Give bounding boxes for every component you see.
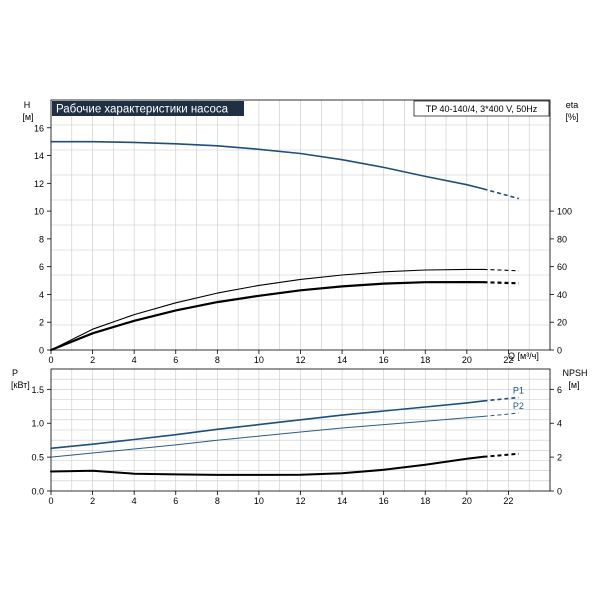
y2-tick-label: 2 bbox=[557, 453, 562, 463]
y2-tick-label: 0 bbox=[557, 346, 562, 356]
y-tick-label: 1.5 bbox=[31, 385, 44, 395]
eta-axis-label: eta bbox=[566, 100, 579, 110]
y2-tick-label: 20 bbox=[557, 318, 567, 328]
head-efficiency-panel: 0 2 4 6 8 10 12 14 16 18 20 22 0 2 4 6 8 10 12 14 16 0 20 40 60 8… bbox=[22, 99, 579, 365]
power-npsh-panel: P1 P2 0 2 4 6 8 10 12 14 16 18 20 22 0.0 0.5 1.0 1.5 0 2 4 6… bbox=[11, 368, 588, 506]
eta-upper-curve-extension bbox=[483, 268, 519, 272]
x-tick-label: 4 bbox=[132, 496, 137, 506]
x-tick-label: 6 bbox=[173, 355, 178, 365]
x-tick-label: 22 bbox=[503, 355, 513, 365]
p2-curve bbox=[50, 415, 484, 458]
x-tick-label: 8 bbox=[215, 496, 220, 506]
y2-tick-label: 0 bbox=[557, 487, 562, 497]
x-tick-label: 0 bbox=[48, 496, 53, 506]
q-axis-label: Q [м³/ч] bbox=[508, 351, 539, 361]
x-tick-label: 10 bbox=[254, 496, 264, 506]
p-axis-label: P bbox=[12, 368, 18, 378]
x-tick-label: 18 bbox=[420, 355, 430, 365]
x-tick-label: 20 bbox=[462, 355, 472, 365]
bottom-series: P1 P2 bbox=[50, 385, 524, 476]
top-tick-labels: 0 2 4 6 8 10 12 14 16 18 20 22 0 2 4 6 8 10 12 14 16 0 20 40 60 8… bbox=[34, 123, 572, 365]
bottom-grid bbox=[51, 369, 551, 491]
npsh-axis-unit: [м] bbox=[568, 380, 579, 390]
x-tick-label: 18 bbox=[420, 496, 430, 506]
eta-curve-extension bbox=[483, 281, 519, 285]
x-tick-label: 12 bbox=[295, 355, 305, 365]
y-tick-label: 14 bbox=[34, 151, 44, 161]
top-series bbox=[49, 140, 520, 352]
chart-title: Рабочие характеристики насоса bbox=[56, 104, 229, 116]
y-tick-label: 6 bbox=[39, 262, 44, 272]
model-label: TP 40-140/4, 3*400 V, 50Hz bbox=[426, 104, 538, 114]
series-label-p1: P1 bbox=[513, 385, 524, 395]
y-tick-label: 0.0 bbox=[31, 487, 44, 497]
npsh-axis-label: NPSH bbox=[562, 368, 587, 378]
eta-upper-curve bbox=[50, 268, 485, 351]
x-tick-label: 4 bbox=[132, 355, 137, 365]
y-tick-label: 4 bbox=[39, 290, 44, 300]
series-label-p2: P2 bbox=[513, 401, 524, 411]
x-tick-label: 14 bbox=[337, 496, 347, 506]
x-tick-label: 16 bbox=[379, 355, 389, 365]
x-tick-label: 14 bbox=[337, 355, 347, 365]
h-curve-extension bbox=[483, 188, 520, 200]
y-tick-label: 12 bbox=[34, 179, 44, 189]
x-tick-label: 16 bbox=[379, 496, 389, 506]
x-tick-label: 20 bbox=[462, 496, 472, 506]
h-axis-label: H bbox=[24, 100, 31, 110]
p2-curve-extension bbox=[483, 412, 519, 417]
y2-tick-label: 40 bbox=[557, 290, 567, 300]
y-tick-label: 1.0 bbox=[31, 419, 44, 429]
title-box bbox=[52, 101, 244, 116]
h-curve bbox=[50, 140, 485, 190]
model-label-box bbox=[413, 100, 550, 117]
y2-tick-label: 80 bbox=[557, 234, 567, 244]
x-tick-label: 0 bbox=[48, 355, 53, 365]
y-tick-label: 10 bbox=[34, 207, 44, 217]
eta-axis-unit: [%] bbox=[565, 112, 578, 122]
eta-curve bbox=[49, 281, 485, 352]
npsh-curve-extension bbox=[483, 452, 519, 458]
p1-curve-extension bbox=[483, 396, 519, 402]
y-tick-label: 0.5 bbox=[31, 453, 44, 463]
x-tick-label: 10 bbox=[254, 355, 264, 365]
y-tick-label: 16 bbox=[34, 123, 44, 133]
y-tick-label: 0 bbox=[39, 346, 44, 356]
p1-curve bbox=[50, 400, 485, 450]
x-tick-label: 2 bbox=[90, 496, 95, 506]
x-tick-label: 2 bbox=[90, 355, 95, 365]
npsh-curve bbox=[50, 455, 485, 476]
x-tick-label: 6 bbox=[173, 496, 178, 506]
x-tick-label: 22 bbox=[503, 496, 513, 506]
y2-tick-label: 60 bbox=[557, 262, 567, 272]
y-tick-label: 8 bbox=[39, 234, 44, 244]
y2-tick-label: 4 bbox=[557, 419, 562, 429]
y2-tick-label: 100 bbox=[557, 207, 572, 217]
p-axis-unit: [кВт] bbox=[11, 380, 30, 390]
h-axis-unit: [м] bbox=[22, 112, 33, 122]
x-tick-label: 12 bbox=[295, 496, 305, 506]
x-tick-label: 8 bbox=[215, 355, 220, 365]
y-tick-label: 2 bbox=[39, 318, 44, 328]
bottom-tick-labels: 0 2 4 6 8 10 12 14 16 18 20 22 0.0 0.5 1.0 1.5 0 2 4 6 bbox=[31, 385, 562, 506]
y2-tick-label: 6 bbox=[557, 385, 562, 395]
